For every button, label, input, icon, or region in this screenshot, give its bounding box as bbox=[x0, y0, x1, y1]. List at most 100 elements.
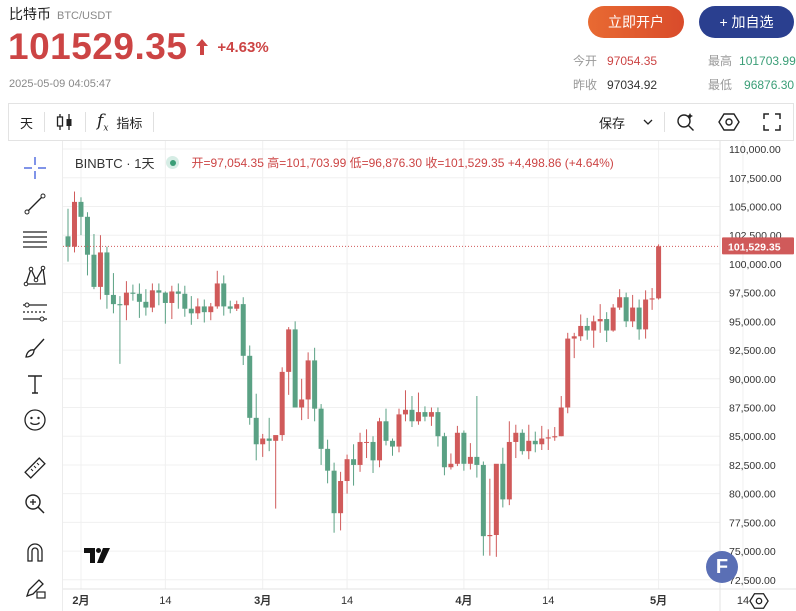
candle-body bbox=[539, 438, 545, 445]
magnet-tool[interactable] bbox=[22, 539, 48, 565]
candle-body bbox=[279, 371, 285, 436]
gear-icon[interactable] bbox=[749, 591, 769, 611]
interval-selector[interactable]: 天 bbox=[20, 115, 34, 131]
x-tick-label: 14 bbox=[542, 595, 554, 607]
quick-search-button[interactable] bbox=[665, 104, 707, 140]
candle-body bbox=[441, 436, 447, 468]
candle-body bbox=[169, 291, 175, 303]
open-account-button[interactable]: 立即开户 bbox=[588, 6, 684, 38]
pattern-tool[interactable] bbox=[22, 263, 48, 289]
y-tick-label: 82,500.00 bbox=[729, 460, 776, 472]
candle-body bbox=[65, 236, 71, 247]
candle-body bbox=[175, 291, 181, 294]
candle-body bbox=[266, 438, 272, 441]
trendline-icon bbox=[24, 193, 46, 215]
x-tick-label: 14 bbox=[341, 595, 353, 607]
crosshair-tool[interactable] bbox=[22, 155, 48, 181]
chart-toolbar: 天 fx 指标 保存 bbox=[8, 103, 794, 141]
chart-legend: BINBTC · 1天 开=97,054.35 高=101,703.99 低=9… bbox=[75, 153, 614, 172]
crosshair-icon bbox=[24, 157, 46, 179]
chart-type-button[interactable] bbox=[45, 104, 85, 140]
x-tick-label: 4月 bbox=[455, 594, 472, 607]
smiley-icon bbox=[24, 409, 46, 431]
candle-body bbox=[591, 321, 597, 331]
candle-body bbox=[91, 254, 97, 287]
x-tick-label: 2月 bbox=[72, 594, 89, 607]
magnet-icon bbox=[27, 543, 43, 562]
candle-body bbox=[117, 304, 123, 306]
brush-tool[interactable] bbox=[22, 335, 48, 361]
y-tick-label: 77,500.00 bbox=[729, 517, 776, 529]
candle-body bbox=[351, 459, 357, 465]
chart-area[interactable]: 110,000.00 107,500.00 105,000.00 102,500.00… bbox=[63, 141, 796, 611]
candle-body bbox=[578, 325, 584, 337]
text-tool[interactable] bbox=[22, 371, 48, 397]
candle-body bbox=[636, 307, 642, 330]
save-button[interactable]: 保存 bbox=[588, 104, 664, 140]
candle-body bbox=[299, 399, 305, 408]
candle-body bbox=[571, 336, 577, 339]
last-price: 101529.35 bbox=[8, 26, 188, 67]
candle-body bbox=[454, 432, 460, 464]
chevron-down-icon bbox=[643, 119, 653, 125]
settings-button[interactable] bbox=[707, 104, 751, 140]
candle-body bbox=[195, 306, 201, 314]
y-tick-label: 75,000.00 bbox=[729, 546, 776, 558]
save-label: 保存 bbox=[598, 115, 625, 131]
candle-body bbox=[292, 329, 298, 408]
candle-body bbox=[617, 297, 623, 308]
projection-tool[interactable] bbox=[22, 299, 48, 325]
ruler-icon bbox=[24, 457, 46, 479]
candle-body bbox=[448, 463, 454, 468]
indicators-button[interactable]: fx 指标 bbox=[86, 104, 153, 140]
candle-body bbox=[78, 201, 84, 217]
stat-prev-close: 昨收 97034.92 bbox=[573, 78, 658, 92]
add-watchlist-button[interactable]: + 加自选 bbox=[699, 6, 794, 38]
candlestick-chart[interactable]: 110,000.00107,500.00105,000.00102,500.00… bbox=[63, 141, 796, 611]
trendline-tool[interactable] bbox=[22, 191, 48, 217]
y-tick-label: 80,000.00 bbox=[729, 489, 776, 501]
fullscreen-button[interactable] bbox=[751, 104, 793, 140]
candle-body bbox=[493, 463, 499, 536]
candle-body bbox=[136, 293, 142, 302]
candle-body bbox=[377, 421, 383, 461]
candle-body bbox=[364, 441, 370, 443]
settings-icon bbox=[718, 113, 740, 131]
candle-body bbox=[610, 307, 616, 331]
candle-body bbox=[344, 459, 350, 482]
candle-body bbox=[519, 432, 525, 452]
candle-body bbox=[338, 481, 344, 514]
candle-body bbox=[396, 414, 402, 447]
candle-body bbox=[286, 329, 292, 372]
stat-open: 今开 97054.35 bbox=[573, 54, 658, 68]
candle-body bbox=[526, 440, 532, 452]
lock-drawing-tool[interactable] bbox=[22, 575, 48, 601]
fib-retracement-icon bbox=[23, 231, 47, 248]
candle-body bbox=[305, 360, 311, 400]
last-price-label: 101,529.35 bbox=[728, 241, 781, 253]
candle-body bbox=[409, 409, 415, 422]
legend-symbol: BINBTC · 1天 bbox=[75, 156, 155, 171]
stat-low: 最低 96876.30 bbox=[708, 78, 795, 92]
quote-header: 比特币 BTC/USDT 101529.35 +4.63% 2025-05-09… bbox=[0, 0, 796, 100]
x-tick-label: 14 bbox=[737, 595, 749, 607]
brush-icon bbox=[25, 338, 45, 358]
candle-body bbox=[273, 435, 279, 441]
candle-body bbox=[487, 535, 493, 537]
candle-body bbox=[383, 421, 389, 441]
zoom-tool[interactable] bbox=[22, 491, 48, 517]
y-tick-label: 110,000.00 bbox=[729, 144, 781, 156]
ruler-tool[interactable] bbox=[22, 455, 48, 481]
emoji-tool[interactable] bbox=[22, 407, 48, 433]
arrow-up-icon bbox=[196, 39, 209, 55]
f-logo-icon[interactable]: F bbox=[706, 551, 738, 583]
toolbar-right: 保存 bbox=[588, 104, 793, 140]
last-price-tag bbox=[722, 237, 794, 255]
divider bbox=[85, 112, 87, 132]
candle-body bbox=[357, 441, 363, 465]
visibility-eye-icon[interactable] bbox=[166, 156, 180, 169]
candle-body bbox=[188, 308, 194, 314]
candle-body bbox=[221, 283, 227, 307]
fib-tool[interactable] bbox=[22, 227, 48, 253]
y-tick-label: 87,500.00 bbox=[729, 403, 776, 415]
